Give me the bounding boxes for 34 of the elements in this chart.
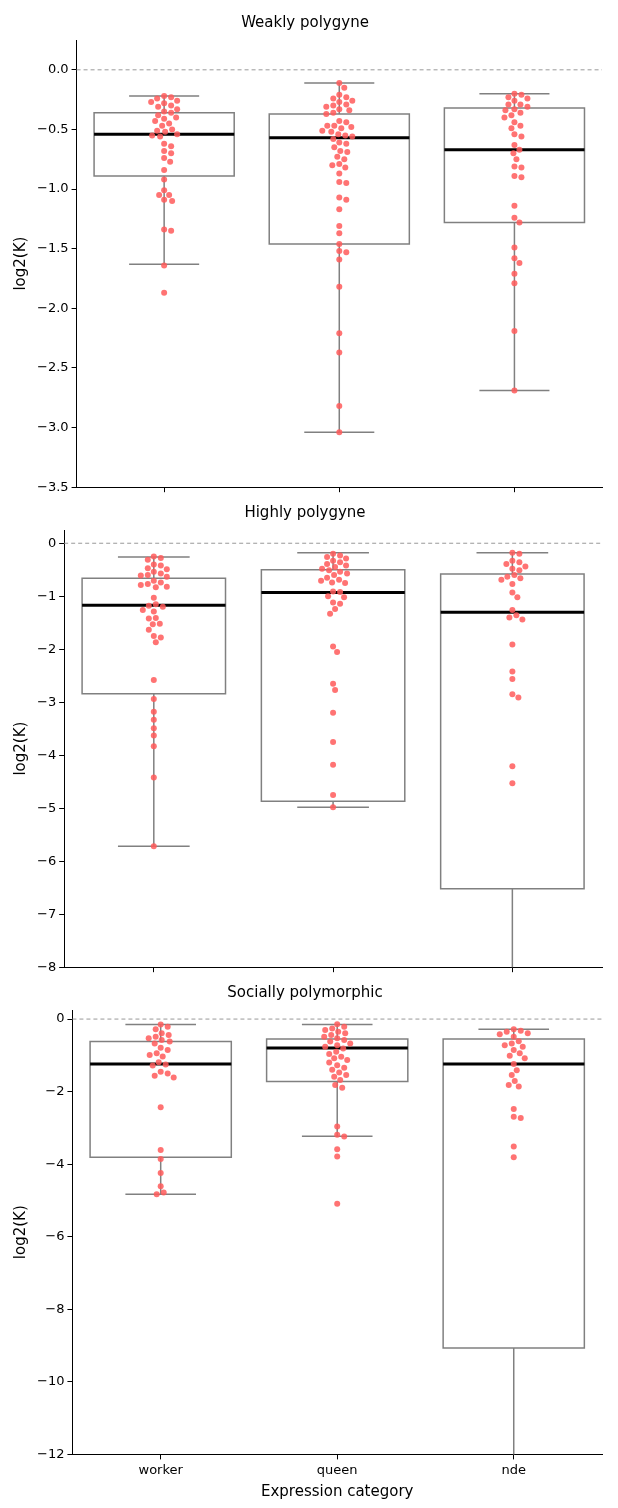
y-tick-label: −12	[37, 1445, 65, 1461]
y-tick-label: 0	[56, 1010, 65, 1026]
y-tick-label: −8	[36, 958, 57, 974]
y-tick-label: −2	[45, 1083, 65, 1098]
y-tick-label: −5	[36, 799, 57, 815]
chart-title: Weakly polygyne	[241, 12, 369, 31]
x-tick-label: nde	[501, 1461, 526, 1477]
y-axis-title: log2(K)	[10, 1205, 29, 1260]
y-tick-label: −1.5	[36, 240, 69, 256]
chart-title: Highly polygyne	[244, 502, 366, 521]
x-axis-title: Expression category	[260, 1481, 414, 1500]
y-tick-label: −1	[36, 587, 57, 603]
y-tick-label: −10	[37, 1373, 65, 1389]
y-tick-label: −6	[45, 1228, 65, 1244]
y-tick-label: −3.0	[36, 418, 69, 434]
y-tick-label: −7	[36, 905, 57, 921]
y-tick-label: −3.5	[36, 478, 69, 494]
y-axis-title: log2(K)	[10, 236, 29, 291]
y-tick-label: −4	[36, 746, 57, 762]
chart-title: Socially polymorphic	[227, 982, 383, 1001]
y-tick-label: −6	[36, 852, 57, 868]
y-tick-label: 0.0	[47, 61, 69, 77]
x-tick-label: worker	[138, 1461, 184, 1477]
y-tick-label: −2.0	[36, 299, 69, 315]
y-axis-title: log2(K)	[10, 721, 29, 776]
y-tick-label: −4	[45, 1155, 65, 1171]
y-tick-label: −3	[36, 693, 57, 709]
y-tick-label: −0.5	[36, 120, 69, 136]
y-tick-label: 0	[47, 534, 57, 550]
y-tick-label: −8	[45, 1300, 65, 1316]
y-tick-label: −2.5	[36, 359, 69, 375]
y-tick-label: −1.0	[36, 180, 69, 196]
x-tick-label: queen	[316, 1461, 358, 1477]
y-tick-label: −2	[36, 640, 57, 656]
